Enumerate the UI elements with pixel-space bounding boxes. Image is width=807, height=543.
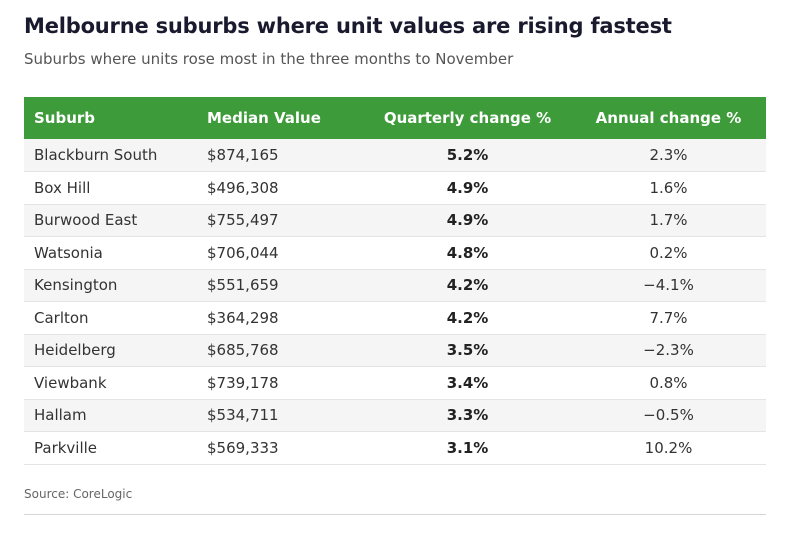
suburb-cell: Carlton (24, 301, 197, 335)
chart-title: Melbourne suburbs where unit values are … (24, 14, 672, 38)
annual-change-cell: 0.8% (571, 366, 766, 400)
suburb-cell: Blackburn South (24, 139, 197, 172)
median-value-cell: $534,711 (197, 399, 364, 432)
annual-change-cell: 0.2% (571, 236, 766, 270)
quarterly-change-cell: 4.9% (364, 171, 571, 205)
table-row: Blackburn South $874,165 5.2% 2.3% (24, 139, 766, 172)
median-value-cell: $569,333 (197, 431, 364, 465)
median-value-cell: $706,044 (197, 236, 364, 270)
suburb-cell: Heidelberg (24, 334, 197, 367)
table-row: Burwood East $755,497 4.9% 1.7% (24, 204, 766, 237)
column-header-quarterly-change: Quarterly change % (383, 109, 552, 127)
annual-change-cell: 10.2% (571, 431, 766, 465)
suburb-cell: Kensington (24, 269, 197, 302)
column-header-annual-change: Annual change % (595, 109, 742, 127)
annual-change-cell: 1.6% (571, 171, 766, 205)
quarterly-change-cell: 4.8% (364, 236, 571, 270)
quarterly-change-cell: 4.9% (364, 204, 571, 237)
annual-change-cell: 7.7% (571, 301, 766, 335)
median-value-cell: $364,298 (197, 301, 364, 335)
source-note: Source: CoreLogic (24, 487, 133, 501)
column-header-median-value: Median Value (207, 109, 321, 127)
table-header-row: Suburb Median Value Quarterly change % A… (24, 97, 766, 139)
median-value-cell: $551,659 (197, 269, 364, 302)
quarterly-change-cell: 3.5% (364, 334, 571, 367)
quarterly-change-cell: 3.4% (364, 366, 571, 400)
table-row: Viewbank $739,178 3.4% 0.8% (24, 366, 766, 400)
suburb-cell: Burwood East (24, 204, 197, 237)
quarterly-change-cell: 4.2% (364, 301, 571, 335)
suburb-cell: Viewbank (24, 366, 197, 400)
suburb-cell: Watsonia (24, 236, 197, 270)
suburb-cell: Hallam (24, 399, 197, 432)
quarterly-change-cell: 3.3% (364, 399, 571, 432)
annual-change-cell: 2.3% (571, 139, 766, 172)
suburb-cell: Box Hill (24, 171, 197, 205)
table-row: Carlton $364,298 4.2% 7.7% (24, 301, 766, 335)
annual-change-cell: −2.3% (571, 334, 766, 367)
chart-subtitle: Suburbs where units rose most in the thr… (24, 50, 514, 68)
median-value-cell: $874,165 (197, 139, 364, 172)
column-header-suburb: Suburb (34, 109, 96, 127)
bottom-divider (24, 514, 766, 515)
annual-change-cell: −0.5% (571, 399, 766, 432)
quarterly-change-cell: 4.2% (364, 269, 571, 302)
table-row: Kensington $551,659 4.2% −4.1% (24, 269, 766, 302)
quarterly-change-cell: 5.2% (364, 139, 571, 172)
quarterly-change-cell: 3.1% (364, 431, 571, 465)
median-value-cell: $755,497 (197, 204, 364, 237)
table-row: Parkville $569,333 3.1% 10.2% (24, 431, 766, 465)
annual-change-cell: −4.1% (571, 269, 766, 302)
annual-change-cell: 1.7% (571, 204, 766, 237)
table-body: Blackburn South $874,165 5.2% 2.3% Box Hill $… (24, 139, 766, 465)
table-row: Hallam $534,711 3.3% −0.5% (24, 399, 766, 432)
table-row: Box Hill $496,308 4.9% 1.6% (24, 171, 766, 205)
suburb-cell: Parkville (24, 431, 197, 465)
table-row: Heidelberg $685,768 3.5% −2.3% (24, 334, 766, 367)
data-table: Suburb Median Value Quarterly change % A… (24, 97, 766, 465)
table-row: Watsonia $706,044 4.8% 0.2% (24, 236, 766, 270)
median-value-cell: $685,768 (197, 334, 364, 367)
median-value-cell: $496,308 (197, 171, 364, 205)
median-value-cell: $739,178 (197, 366, 364, 400)
